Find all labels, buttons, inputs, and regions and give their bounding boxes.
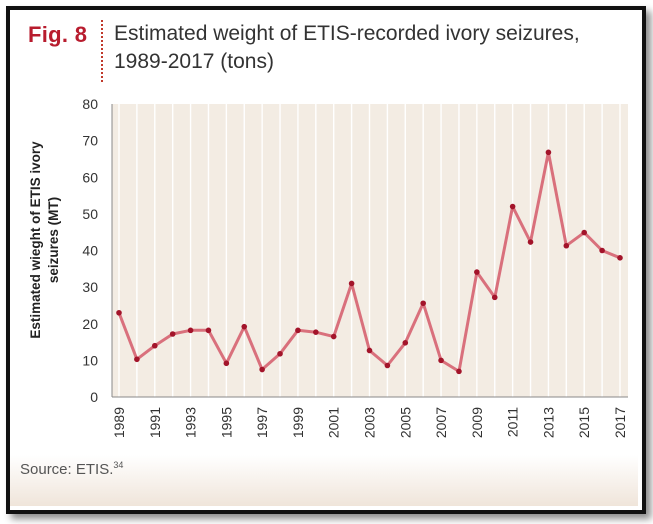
- chart-title-line-2: 1989-2017 (tons): [114, 50, 274, 73]
- data-point: [599, 247, 605, 254]
- data-point: [545, 149, 552, 156]
- data-point: [259, 366, 265, 373]
- x-tick-label: 2009: [469, 407, 485, 438]
- data-point: [509, 203, 516, 210]
- data-point: [223, 360, 230, 367]
- x-tick-label: 1989: [111, 407, 127, 438]
- data-point: [313, 329, 319, 335]
- data-point: [581, 229, 588, 236]
- data-point: [438, 357, 444, 364]
- data-point: [187, 327, 194, 334]
- source-ref: 34: [113, 460, 124, 470]
- x-tick-label: 2005: [397, 407, 413, 438]
- bottom-texture: [10, 455, 638, 506]
- y-tick-label: 20: [82, 316, 98, 332]
- data-point: [491, 294, 498, 301]
- data-point: [420, 300, 426, 307]
- data-point: [151, 342, 158, 349]
- y-axis-label: Estimated wieght of ETIS ivory seizures (…: [28, 141, 61, 339]
- x-tick-label: 2011: [505, 407, 521, 437]
- data-point: [277, 350, 283, 357]
- x-tick-label: 2017: [612, 407, 628, 438]
- data-point: [527, 239, 534, 245]
- y-tick-label: 30: [82, 279, 98, 295]
- data-points: [116, 149, 623, 375]
- data-point: [205, 327, 212, 334]
- data-point: [384, 362, 391, 369]
- source-text: Source: ETIS.: [20, 461, 114, 478]
- data-point: [366, 347, 373, 354]
- x-tick-label: 1991: [147, 407, 163, 438]
- title-separator: [101, 20, 103, 82]
- data-point: [402, 339, 409, 346]
- data-point: [456, 368, 462, 375]
- data-point: [295, 327, 301, 334]
- data-point: [617, 255, 623, 261]
- x-tick-label: 2003: [362, 407, 378, 438]
- figure-label: Fig. 8: [28, 22, 88, 47]
- x-tick-label: 2001: [326, 407, 342, 438]
- x-tick-label: 1993: [183, 407, 199, 438]
- y-tick-label: 0: [90, 389, 98, 405]
- chart-title-line-1: Estimated weight of ETIS-recorded ivory …: [114, 22, 580, 45]
- data-point: [169, 331, 176, 337]
- x-tick-label: 1997: [254, 407, 270, 438]
- y-tick-label: 10: [82, 352, 98, 368]
- data-point: [330, 333, 337, 340]
- y-axis-label-line-1: Estimated wieght of ETIS ivory: [28, 141, 43, 339]
- data-point: [348, 280, 355, 287]
- source-note: Source: ETIS.34: [20, 460, 123, 478]
- y-tick-labels: 0 10 20 30 40 50 60 70 80: [82, 96, 98, 405]
- grid-lines: [118, 104, 621, 397]
- data-point: [241, 323, 248, 330]
- data-point: [134, 356, 140, 363]
- data-point: [116, 309, 122, 316]
- data-point: [474, 269, 480, 275]
- y-tick-label: 40: [82, 243, 98, 259]
- y-axis-label-line-2: seizures (MT): [46, 197, 61, 283]
- x-tick-label: 1995: [218, 407, 234, 438]
- y-tick-label: 50: [82, 206, 98, 222]
- y-tick-label: 70: [82, 133, 98, 149]
- y-tick-label: 60: [82, 169, 98, 185]
- x-tick-label: 2013: [540, 407, 556, 438]
- x-tick-label: 1999: [290, 407, 306, 438]
- x-tick-label: 2015: [576, 407, 592, 438]
- data-point: [563, 242, 570, 249]
- x-tick-labels: 1989 1991 1993 1995 1997 1999 2001 2003 2005 2007…: [111, 407, 628, 438]
- y-tick-label: 80: [82, 96, 98, 112]
- x-tick-label: 2007: [433, 407, 449, 438]
- chart-title: Estimated weight of ETIS-recorded ivory …: [114, 20, 614, 76]
- axes: [111, 104, 628, 398]
